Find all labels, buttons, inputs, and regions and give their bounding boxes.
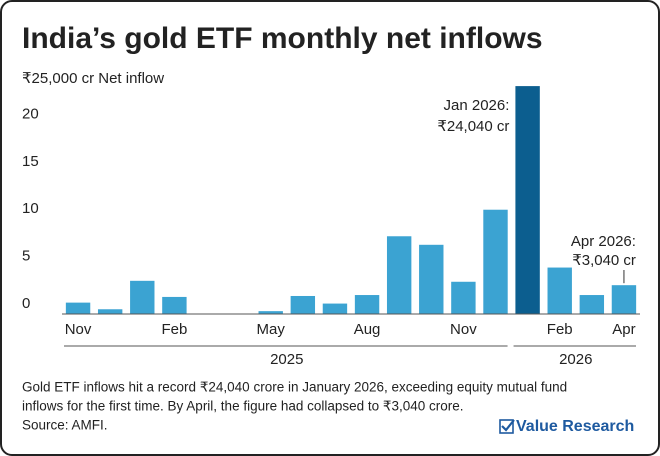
- x-tick-label: Feb: [161, 321, 187, 338]
- annotation: ₹3,040 cr: [572, 252, 636, 269]
- year-label: 2026: [559, 351, 592, 368]
- source: Source: AMFI.: [22, 418, 108, 433]
- brand: Value Research: [516, 418, 634, 435]
- bar: [130, 280, 155, 314]
- annotation: Apr 2026:: [571, 233, 636, 250]
- y-tick-label: 10: [22, 200, 39, 217]
- bar: [611, 285, 637, 314]
- y-tick-label: ₹25,000 cr Net inflow: [22, 70, 164, 87]
- x-tick-label: Aug: [354, 321, 381, 338]
- x-tick-label: Nov: [65, 321, 92, 338]
- year-label: 2025: [270, 351, 303, 368]
- x-tick-label: Feb: [547, 321, 573, 338]
- bar: [65, 302, 91, 314]
- x-tick-label: Apr: [612, 321, 635, 338]
- x-tick-label: May: [257, 321, 286, 338]
- bar: [547, 267, 572, 314]
- y-tick-label: 5: [22, 248, 30, 265]
- bar: [354, 295, 380, 314]
- bar: [451, 281, 476, 314]
- annotation: ₹24,040 cr: [437, 118, 509, 135]
- y-tick-label: 0: [22, 295, 30, 312]
- x-tick-label: Nov: [450, 321, 477, 338]
- bar: [419, 244, 444, 314]
- footnote: inflows for the first time. By April, th…: [22, 399, 464, 414]
- bar: [290, 295, 316, 314]
- y-tick-label: 20: [22, 105, 39, 122]
- logo-box: [499, 419, 514, 434]
- bar: [162, 296, 187, 314]
- logo: Value Research: [499, 418, 634, 435]
- bar: [97, 309, 123, 314]
- footnote: Gold ETF inflows hit a record ₹24,040 cr…: [22, 380, 567, 395]
- bar: [322, 303, 348, 314]
- bar: [515, 86, 540, 314]
- chart-title: India’s gold ETF monthly net inflows: [22, 22, 543, 55]
- bar: [579, 295, 605, 314]
- logo-check: [501, 419, 515, 432]
- y-tick-label: 15: [22, 153, 39, 170]
- bar: [258, 311, 283, 314]
- annotation: Jan 2026:: [444, 97, 510, 114]
- bar: [483, 209, 508, 314]
- bar: [386, 236, 412, 314]
